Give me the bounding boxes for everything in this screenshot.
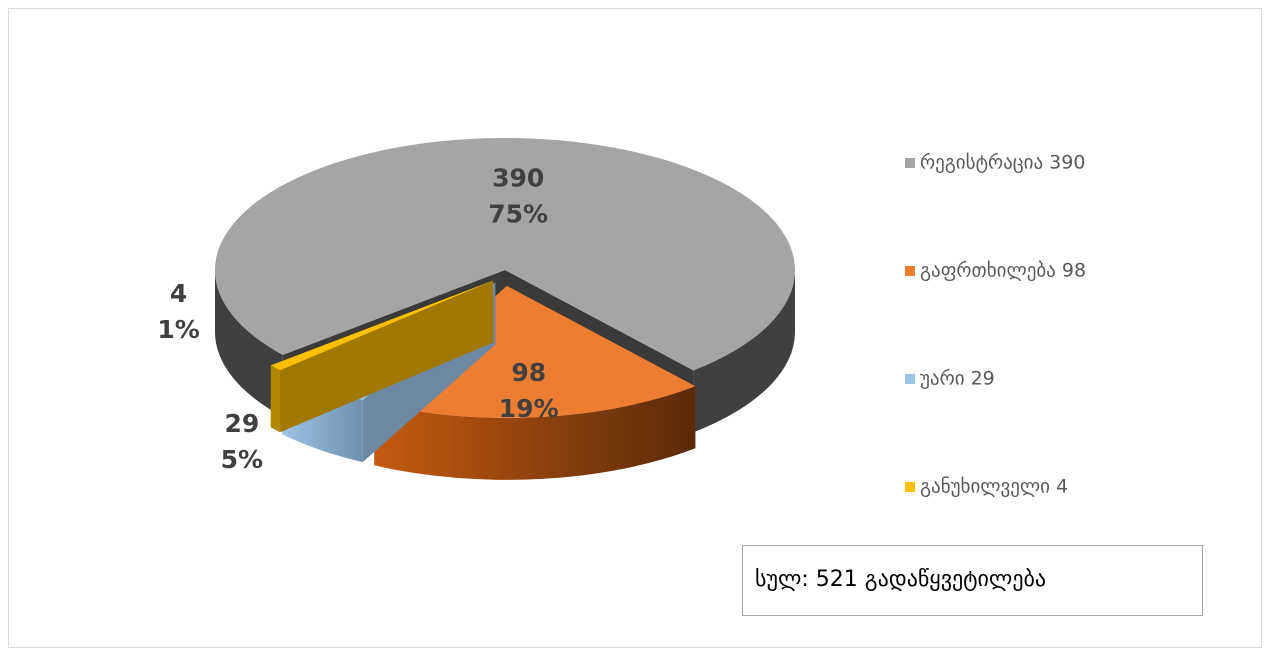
slice-top xyxy=(270,280,493,371)
percent-label: 75% xyxy=(488,200,548,229)
legend-label: უარი 29 xyxy=(920,368,995,390)
data-label: 29 xyxy=(224,409,259,438)
slice-side xyxy=(374,386,696,480)
slice-top xyxy=(215,138,796,371)
percent-label: 19% xyxy=(499,394,559,423)
annotation: სულ: 521 გადაწყვეტილება xyxy=(755,567,1046,592)
data-label: 98 xyxy=(511,358,546,387)
legend-swatch xyxy=(905,374,915,384)
data-label: 4 xyxy=(170,279,187,308)
legend-label: გაფრთხილება 98 xyxy=(920,260,1086,282)
slice xyxy=(270,280,493,433)
legend-label: რეგისტრაცია 390 xyxy=(920,152,1085,174)
annotation-box xyxy=(742,545,1203,616)
slice-top xyxy=(374,285,696,418)
legend-label: განუხილველი 4 xyxy=(920,476,1068,498)
percent-label: 5% xyxy=(221,445,263,474)
slice-side xyxy=(270,365,281,433)
percent-label: 1% xyxy=(157,315,199,344)
data-label: 390 xyxy=(492,164,544,193)
slice-wall xyxy=(270,280,493,428)
slice-side xyxy=(215,270,283,417)
legend-swatch xyxy=(905,266,915,276)
legend-swatch xyxy=(905,158,915,168)
legend: რეგისტრაცია 390 გაფრთხილება 98 უარი 29 განუ… xyxy=(905,152,1086,498)
legend-swatch xyxy=(905,482,915,492)
slice-side xyxy=(693,270,795,433)
pie: 390 75% 98 19% 29 5% 4 1% xyxy=(157,138,796,480)
